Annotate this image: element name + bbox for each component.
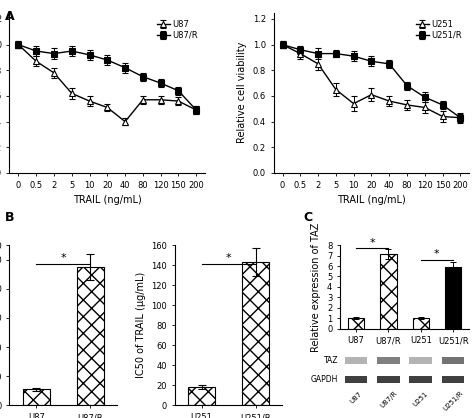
Bar (442, 357, 465, 364)
Bar (23, 390, 50, 405)
Bar (410, 376, 432, 383)
Text: *: * (434, 249, 440, 259)
Text: B: B (5, 211, 14, 224)
Bar (377, 376, 400, 383)
Text: U251: U251 (412, 390, 429, 408)
Bar (413, 318, 429, 329)
Text: TAZ: TAZ (324, 356, 338, 364)
Bar (345, 376, 367, 383)
Text: A: A (5, 10, 14, 23)
Bar (377, 357, 400, 364)
Text: U87: U87 (349, 390, 363, 404)
Bar (77, 267, 104, 405)
Text: C: C (303, 211, 312, 224)
Text: U251/R: U251/R (442, 390, 464, 413)
Bar (445, 267, 461, 329)
Bar (442, 376, 465, 383)
Bar (345, 357, 367, 364)
Legend: U251, U251/R: U251, U251/R (413, 17, 465, 43)
Y-axis label: Relative expression of TAZ: Relative expression of TAZ (311, 222, 321, 352)
Bar (242, 262, 269, 405)
Y-axis label: Relative cell viability: Relative cell viability (237, 42, 247, 143)
X-axis label: TRAIL (ng/mL): TRAIL (ng/mL) (337, 195, 406, 205)
Text: *: * (369, 238, 375, 248)
Bar (188, 387, 215, 405)
Bar (380, 254, 397, 329)
Legend: U87, U87/R: U87, U87/R (154, 17, 201, 43)
Text: GAPDH: GAPDH (311, 375, 338, 384)
Text: *: * (226, 253, 231, 263)
Bar (410, 357, 432, 364)
Y-axis label: IC50 of TRAIL (μg/mL): IC50 of TRAIL (μg/mL) (136, 272, 146, 378)
Bar (348, 318, 364, 329)
X-axis label: TRAIL (ng/mL): TRAIL (ng/mL) (73, 195, 142, 205)
Text: U87/R: U87/R (379, 390, 398, 409)
Text: *: * (61, 253, 66, 263)
